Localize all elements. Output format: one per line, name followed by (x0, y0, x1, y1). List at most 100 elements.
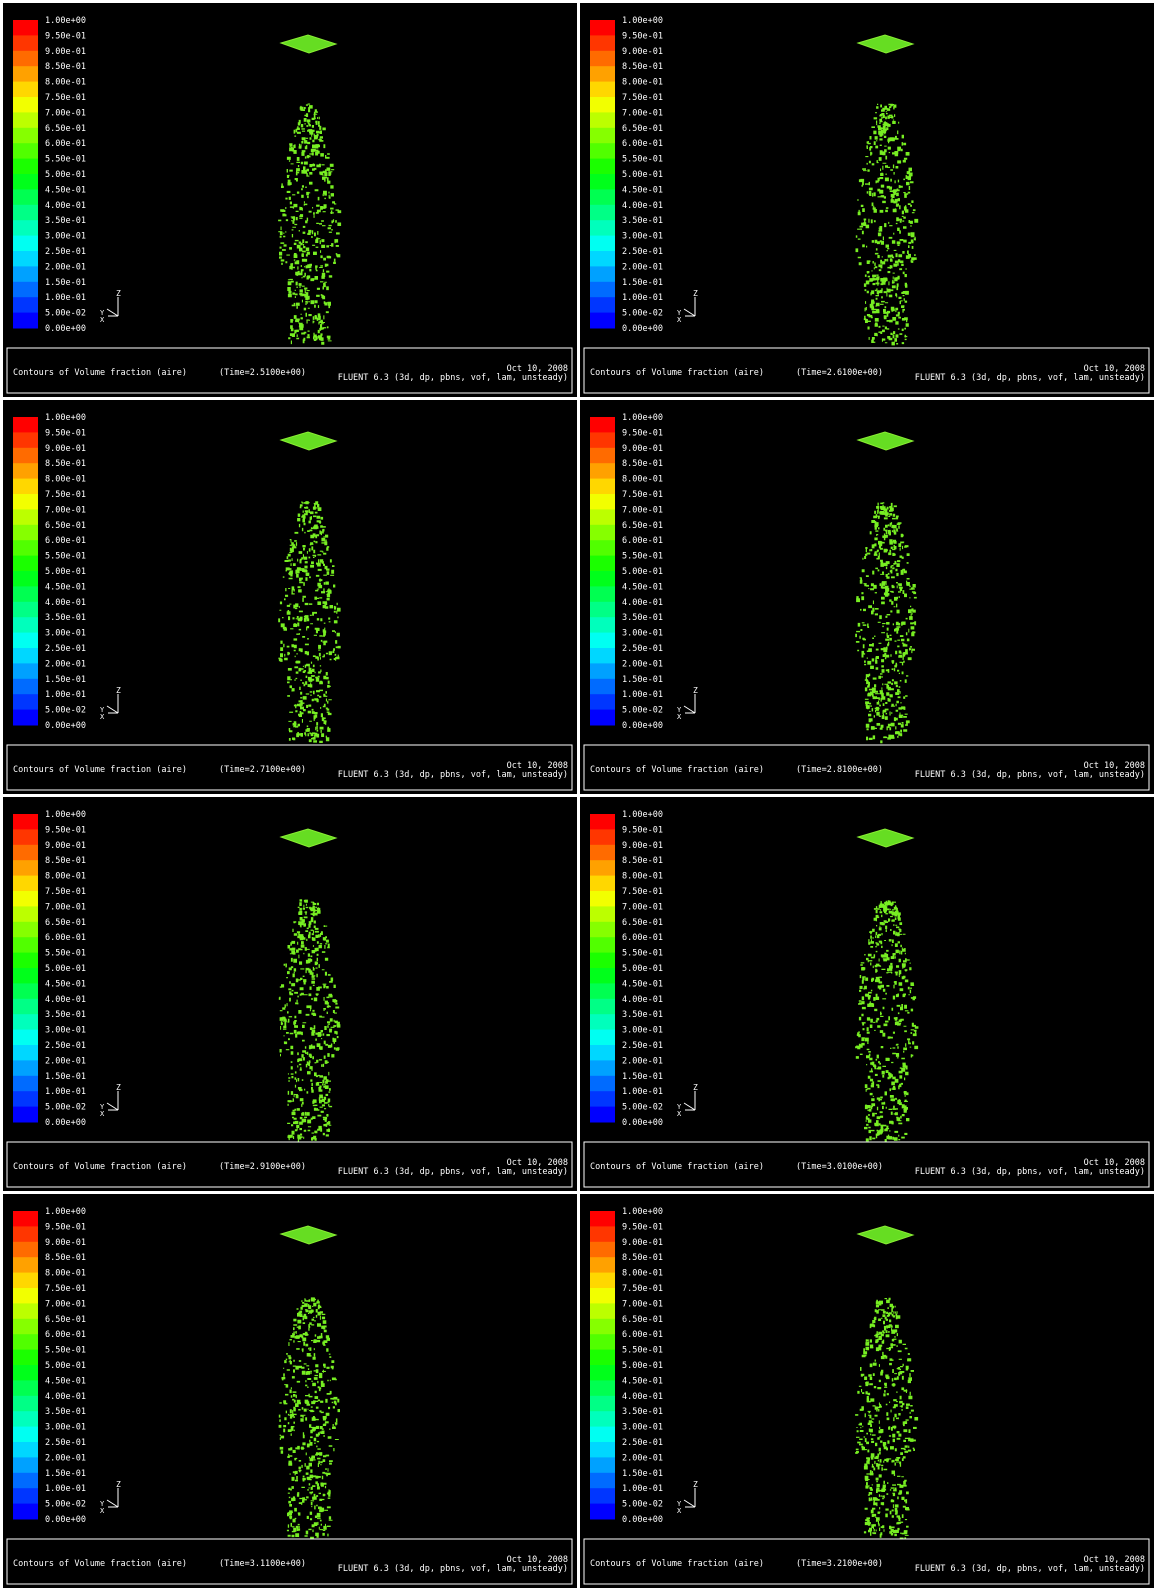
legend-label: 3.00e-01 (622, 1423, 663, 1433)
legend-swatch (590, 1442, 615, 1458)
fluent-panel: 1.00e+009.50e-019.00e-018.50e-018.00e-01… (580, 400, 1154, 794)
axis-label: X (677, 713, 682, 721)
legend-swatch (13, 679, 38, 695)
axis-triad (107, 1488, 118, 1507)
legend-label: 7.50e-01 (622, 1284, 663, 1294)
legend-label: 2.50e-01 (622, 1041, 663, 1051)
legend-swatch (590, 633, 615, 649)
legend-label: 7.50e-01 (622, 887, 663, 897)
legend-swatch (13, 479, 38, 495)
legend-label: 1.50e-01 (45, 1469, 86, 1479)
solver-text: FLUENT 6.3 (3d, dp, pbns, vof, lam, unst… (338, 1167, 568, 1177)
legend-swatch (590, 679, 615, 695)
legend-swatch (13, 35, 38, 51)
legend-label: 9.50e-01 (622, 31, 663, 41)
legend-label: 1.00e-01 (45, 293, 86, 303)
legend-label: 1.00e-01 (622, 690, 663, 700)
legend-label: 8.50e-01 (45, 1253, 86, 1263)
legend-label: 5.00e-02 (622, 1103, 663, 1113)
legend-swatch (13, 1365, 38, 1381)
legend-label: 5.00e-01 (45, 1361, 86, 1371)
legend-label: 2.00e-01 (45, 1056, 86, 1066)
legend-label: 5.00e-02 (622, 706, 663, 716)
legend-label: 0.00e+00 (622, 1118, 663, 1128)
legend-swatch (590, 1350, 615, 1366)
legend-swatch (590, 479, 615, 495)
legend-label: 5.00e-02 (622, 1500, 663, 1510)
legend-label: 2.50e-01 (45, 1438, 86, 1448)
legend-label: 5.00e-01 (45, 567, 86, 577)
legend-swatch (13, 1060, 38, 1076)
legend-label: 6.50e-01 (622, 1315, 663, 1325)
legend-swatch (13, 1350, 38, 1366)
legend-swatch (590, 1211, 615, 1227)
legend-swatch (13, 586, 38, 602)
axis-triad (107, 694, 118, 713)
legend-label: 6.00e-01 (45, 139, 86, 149)
axis-triad (107, 1091, 118, 1110)
caption-text: Contours of Volume fraction (aire) (13, 1162, 187, 1172)
legend-swatch (13, 66, 38, 82)
legend-label: 2.00e-01 (622, 659, 663, 669)
legend-label: 1.00e+00 (45, 16, 86, 26)
solver-text: FLUENT 6.3 (3d, dp, pbns, vof, lam, unst… (915, 1564, 1145, 1574)
legend-swatch (13, 1303, 38, 1319)
legend-swatch (13, 1242, 38, 1258)
legend-label: 9.00e-01 (45, 841, 86, 851)
legend-label: 5.00e-01 (622, 170, 663, 180)
legend-swatch (590, 983, 615, 999)
legend-label: 9.00e-01 (622, 841, 663, 851)
legend-label: 8.00e-01 (45, 872, 86, 882)
legend-swatch (590, 1396, 615, 1412)
legend-swatch (13, 1076, 38, 1092)
legend-label: 4.00e-01 (622, 598, 663, 608)
legend-label: 9.00e-01 (45, 47, 86, 57)
legend-swatch (590, 448, 615, 464)
axis-label: X (100, 316, 105, 324)
legend-label: 8.00e-01 (622, 475, 663, 485)
free-surface-plate (281, 432, 336, 450)
legend-label: 7.00e-01 (622, 505, 663, 515)
legend-swatch (590, 1014, 615, 1030)
legend-label: 2.50e-01 (45, 1041, 86, 1051)
legend-swatch (13, 1211, 38, 1227)
legend-label: 5.50e-01 (45, 1346, 86, 1356)
legend-swatch (590, 1380, 615, 1396)
legend-label: 6.50e-01 (622, 124, 663, 134)
legend-swatch (13, 1442, 38, 1458)
time-text: (Time=2.6100e+00) (796, 368, 883, 378)
legend-swatch (13, 463, 38, 479)
legend-swatch (590, 1411, 615, 1427)
legend-label: 1.00e+00 (622, 16, 663, 26)
legend-swatch (590, 891, 615, 907)
legend-swatch (13, 525, 38, 541)
axis-label: Z (693, 289, 698, 298)
legend-swatch (590, 509, 615, 525)
legend-swatch (590, 922, 615, 938)
legend-swatch (590, 814, 615, 830)
legend-label: 2.00e-01 (622, 1453, 663, 1463)
legend-swatch (590, 586, 615, 602)
legend-swatch (590, 297, 615, 313)
legend-swatch (590, 999, 615, 1015)
legend-swatch (590, 1303, 615, 1319)
legend-label: 6.00e-01 (45, 933, 86, 943)
axis-triad (684, 297, 695, 316)
axis-label: X (677, 1507, 682, 1515)
legend-label: 8.50e-01 (45, 856, 86, 866)
legend-swatch (590, 1288, 615, 1304)
legend-label: 1.00e-01 (622, 293, 663, 303)
legend-swatch (590, 648, 615, 664)
legend-label: 7.00e-01 (45, 902, 86, 912)
bubble-speckles (278, 501, 341, 743)
legend-swatch (13, 1226, 38, 1242)
legend-label: 3.00e-01 (622, 232, 663, 242)
legend-swatch (590, 953, 615, 969)
free-surface-plate (858, 432, 913, 450)
legend-swatch (13, 814, 38, 830)
legend-label: 9.50e-01 (622, 428, 663, 438)
legend-swatch (13, 82, 38, 98)
legend-label: 3.00e-01 (45, 1026, 86, 1036)
legend-label: 5.00e-02 (45, 1103, 86, 1113)
time-text: (Time=3.2100e+00) (796, 1559, 883, 1569)
